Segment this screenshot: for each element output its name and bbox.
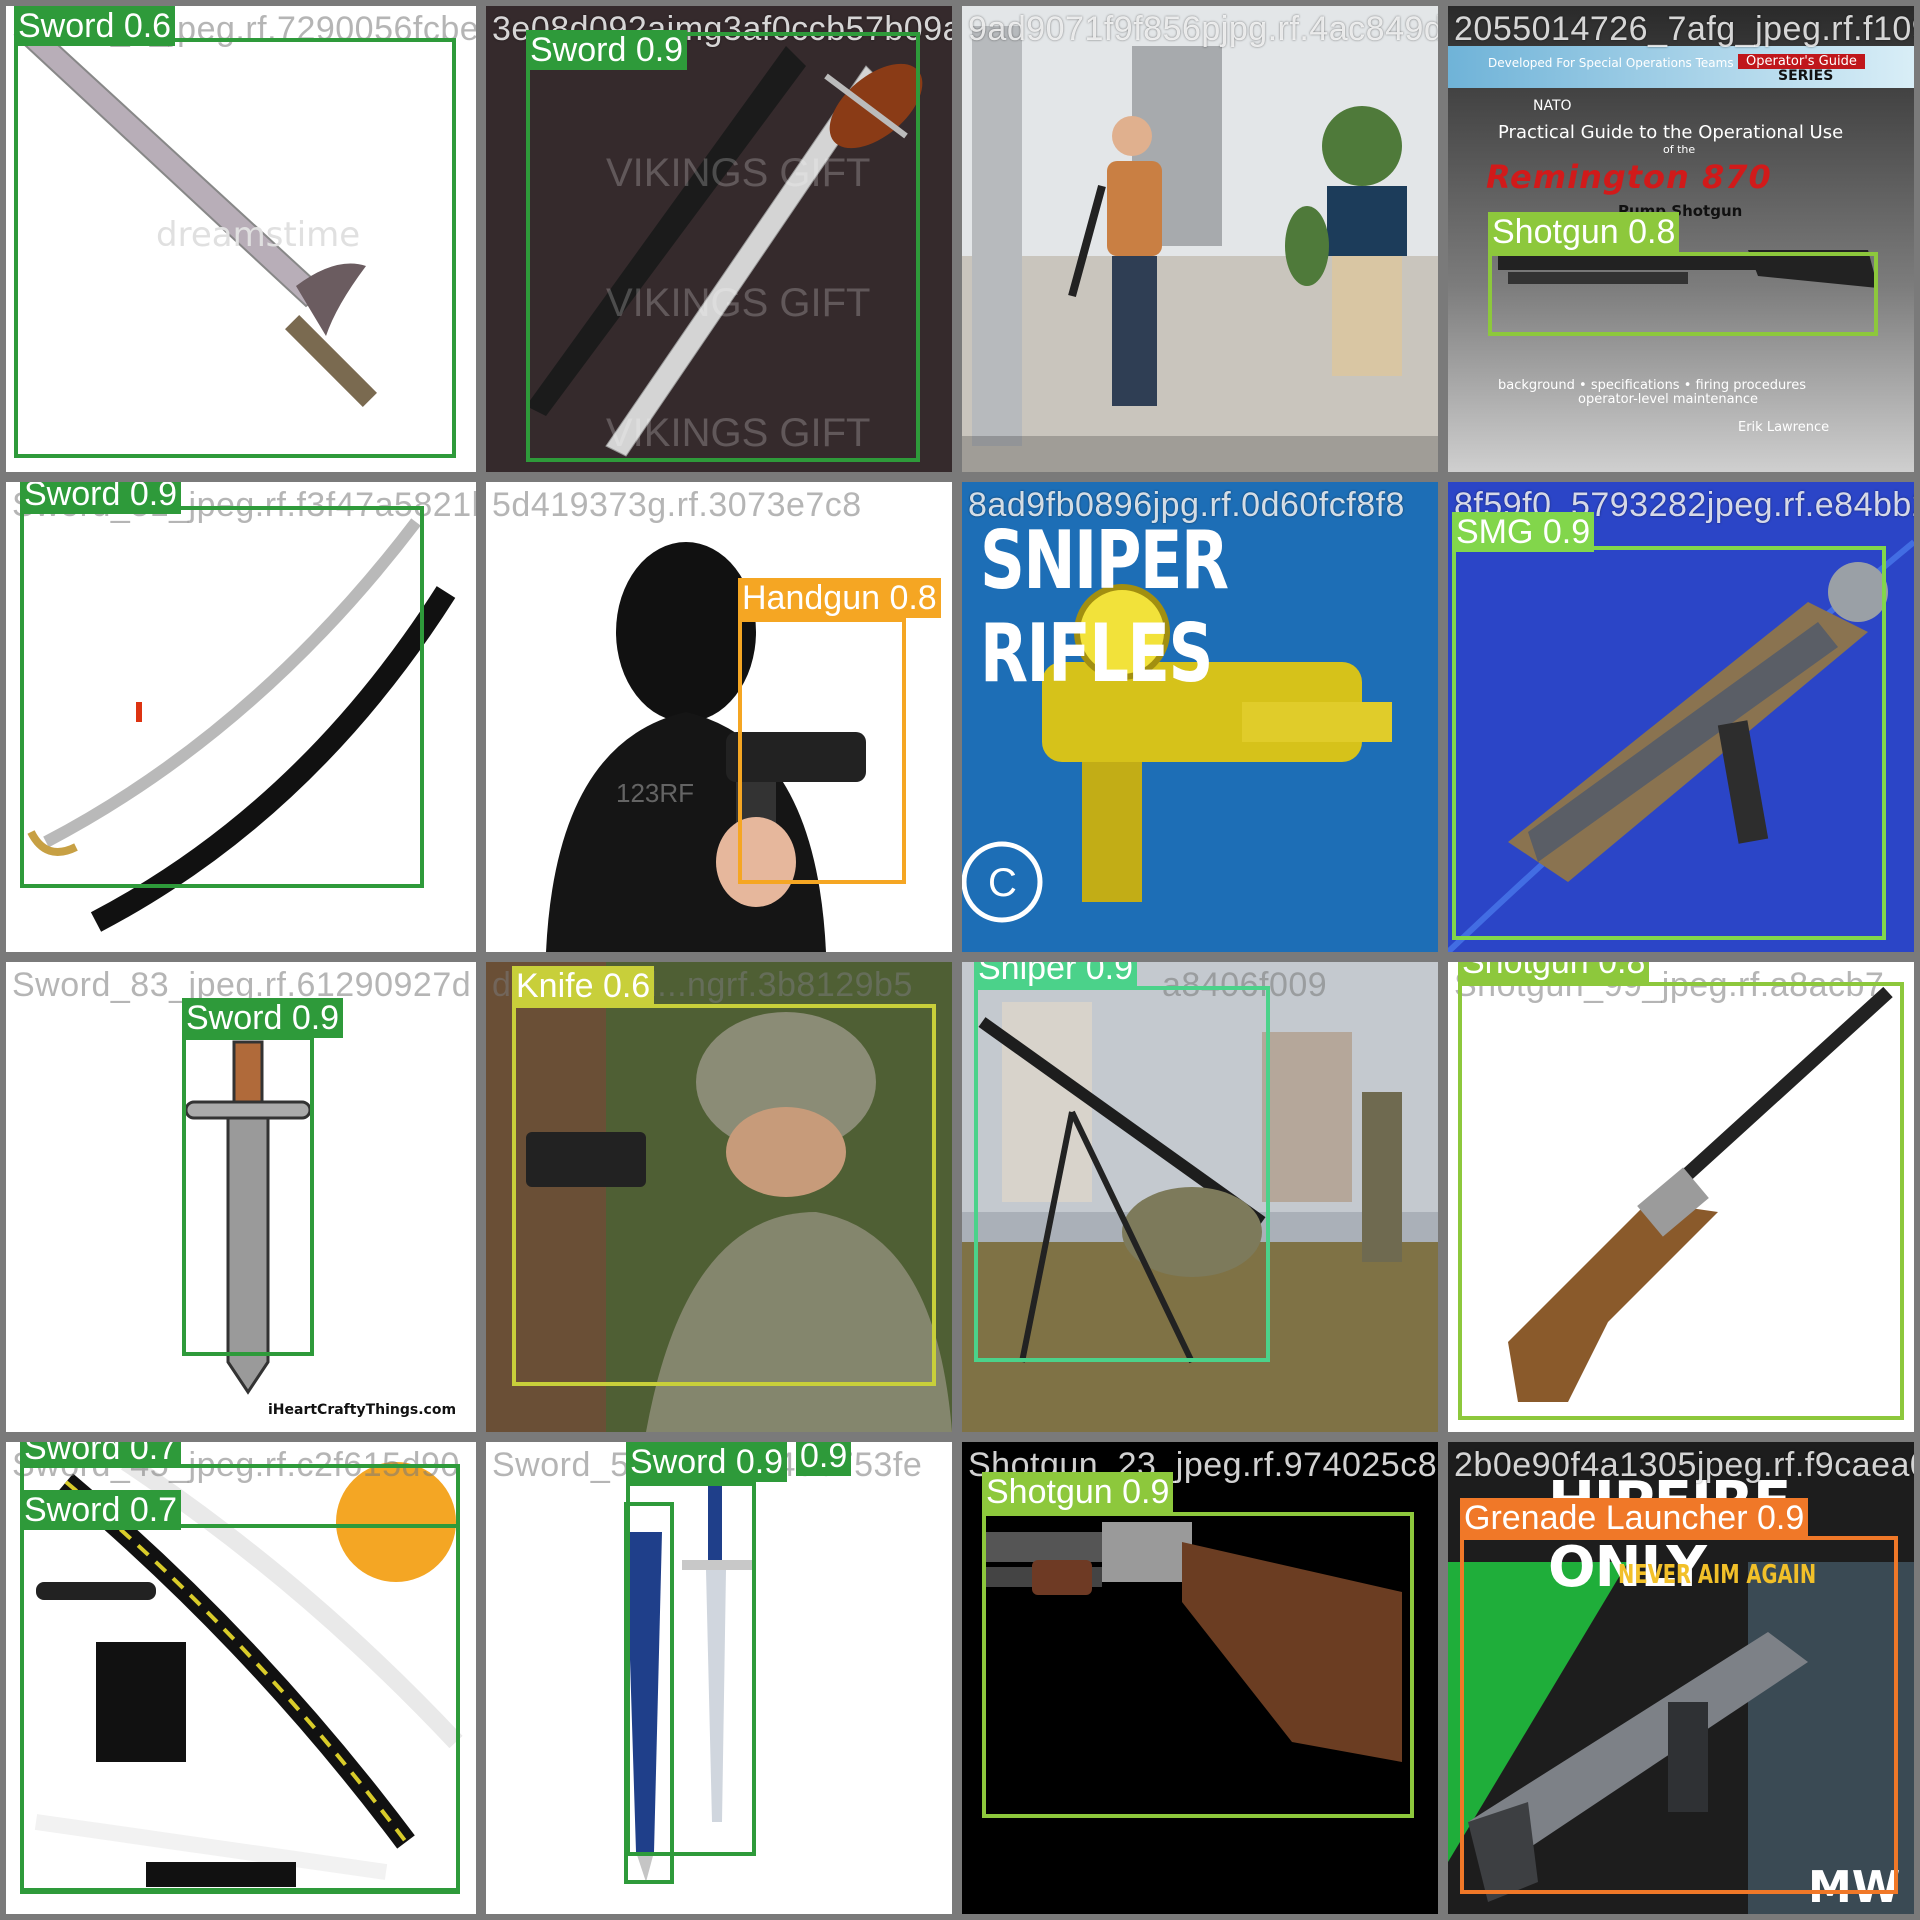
bbox-label: SMG 0.9 [1452,512,1595,552]
watermark-123rf: 123RF [616,778,694,808]
soldier-image [486,962,952,1432]
gold-rifle-image: C [962,584,1392,923]
bbox-sword [14,38,456,458]
tile-shotgun-23: Shotgun_23_jpeg.rf.974025c8 Shotgun 0.9 [962,1442,1438,1914]
tile-katana: Sword_45_jpeg.rf.c2f615d90 Sword 0.7 Swo… [6,1442,476,1914]
book-tag: Operator's Guide [1738,54,1865,69]
tile-mw: HIPFIRE ONLY NEVER AIM AGAIN MW 2b0e90f4… [1448,1442,1914,1914]
headline: SNIPER RIFLES [980,514,1229,700]
book-ofthe: of the [1663,143,1696,156]
cctv-image [962,6,1438,472]
bbox-label: Knife 0.6 [512,966,655,1006]
book-brand: Remington 870 [1486,158,1772,196]
bbox-grenade-launcher [1460,1536,1898,1894]
book-nato: NATO [1533,98,1572,114]
book-series: SERIES [1778,68,1834,84]
filename: 2b0e90f4a1305jpeg.rf.f9caea0 [1454,1446,1914,1484]
bbox-label: Shotgun 0.9 [982,1472,1174,1512]
bbox-label: Sword 0.9 [182,998,344,1038]
book-author: Erik Lawrence [1738,420,1830,435]
filename: a8406f009 [1162,966,1328,1004]
watermark-3: VIKINGS GIFT [606,411,870,455]
credit: iHeartCraftyThings.com [268,1402,457,1418]
bbox-label-2: Sword 0.7 [20,1490,182,1530]
svg-text:C: C [988,861,1017,905]
bbox-label-1: Sword 0.9 [626,1442,788,1482]
tile-sniper-rifles: C SNIPER RIFLES 8ad9fb0896jpg.rf.0d60fcf… [962,482,1438,952]
game-tagline: NEVER AIM AGAIN [1618,1560,1817,1590]
bbox-sword-1 [626,1482,756,1856]
bbox-sword [20,506,424,888]
bbox-knife [512,1004,936,1386]
bbox-label-1: Sword 0.7 [20,1442,182,1468]
masked-man-image: 123RF [546,542,866,952]
filename: 9ad9071f9f856pjpg.rf.4ac849d2b53 [968,10,1438,48]
bbox-sword-2 [20,1524,460,1894]
filename: 8ad9fb0896jpg.rf.0d60fcf8f8 [968,486,1405,524]
bbox-label-2: 0.9 [796,1442,852,1476]
bbox-sword [526,32,920,462]
book-top-text: Developed For Special Operations Teams [1488,56,1734,70]
bbox-sword [182,1036,314,1356]
bbox-label: Sword 0.6 [14,6,176,46]
watermark-2: VIKINGS GIFT [606,281,870,325]
tile-sword-5: Sword_5_jpeg.rf.340b753fe Sword 0.9 0.9 [486,1442,952,1914]
tile-shotgun-99: Shotgun_99_jpeg.rf.a8acb7 Shotgun 0.8 [1448,962,1914,1432]
bbox-label: Sword 0.9 [20,482,182,514]
tile-vikings: VIKINGS GIFT VIKINGS GIFT VIKINGS GIFT 3… [486,6,952,472]
watermark-1: VIKINGS GIFT [606,151,870,195]
tile-sword-6: dreamstime Sword_6_jpeg.rf.7290056fcbe9e… [6,6,476,472]
pump-shotgun-image [982,1522,1402,1762]
watermark-dreamstime: dreamstime [156,215,360,255]
saber-image [27,518,456,932]
bbox-shotgun [982,1512,1414,1818]
tile-book: Developed For Special Operations Teams O… [1448,6,1914,472]
tile-handgun: 123RF 5d419373g.rf.3073e7c8 Handgun 0.8 [486,482,952,952]
bbox-shotgun [1458,982,1904,1420]
bbox-label: Handgun 0.8 [738,578,941,618]
cartoon-sword-image [184,1040,312,1395]
bbox-label: Sword 0.9 [526,30,688,70]
tile-sword-83: iHeartCraftyThings.com Sword_83_jpeg.rf.… [6,962,476,1432]
game-art-image [1448,1562,1914,1914]
book-footer-2: operator-level maintenance [1578,392,1758,407]
sniper-field-image [962,962,1438,1432]
shotgun-drawing [1498,250,1878,288]
shotgun-image [1508,986,1893,1402]
bbox-label: Grenade Launcher 0.9 [1460,1498,1809,1538]
tile-smg: 8f59f0_5793282jpeg.rf.e84bb2c SMG 0.9 [1448,482,1914,952]
bbox-sword-2 [624,1502,674,1884]
bbox-sniper [974,986,1270,1362]
bbox-handgun [738,618,906,884]
bbox-label: Sniper 0.9 [974,962,1137,988]
book-footer-1: background • specifications • firing pro… [1498,378,1807,393]
book-title: Practical Guide to the Operational Use [1498,122,1844,143]
filename: 2055014726_7afg_jpeg.rf.f1097cf2 [1454,10,1914,48]
game-logo: MW [1808,1862,1901,1913]
swords-image: VIKINGS GIFT VIKINGS GIFT VIKINGS GIFT [526,46,923,457]
bbox-label: Shotgun 0.8 [1458,962,1650,982]
tile-sniper-field: a8406f009 Sniper 0.9 [962,962,1438,1432]
sword-scabbard-image [626,1482,752,1882]
sword-image: dreamstime [24,32,377,407]
bbox-smg [1452,546,1886,940]
tile-sword-81: Sword_81_jpeg.rf.f3f47a5821bda8f35d41937… [6,482,476,952]
filename: Sword_83_jpeg.rf.61290927d [12,966,472,1004]
smg-image [1448,539,1914,952]
tile-soldier: d7f5e4b5d...ngrf.3b8129b5 Knife 0.6 [486,962,952,1432]
bbox-label: Shotgun 0.8 [1488,212,1680,252]
tile-cctv: 9ad9071f9f856pjpg.rf.4ac849d2b53 [962,6,1438,472]
filename: 5d419373g.rf.3073e7c8 [492,486,862,524]
bbox-shotgun [1488,252,1878,336]
